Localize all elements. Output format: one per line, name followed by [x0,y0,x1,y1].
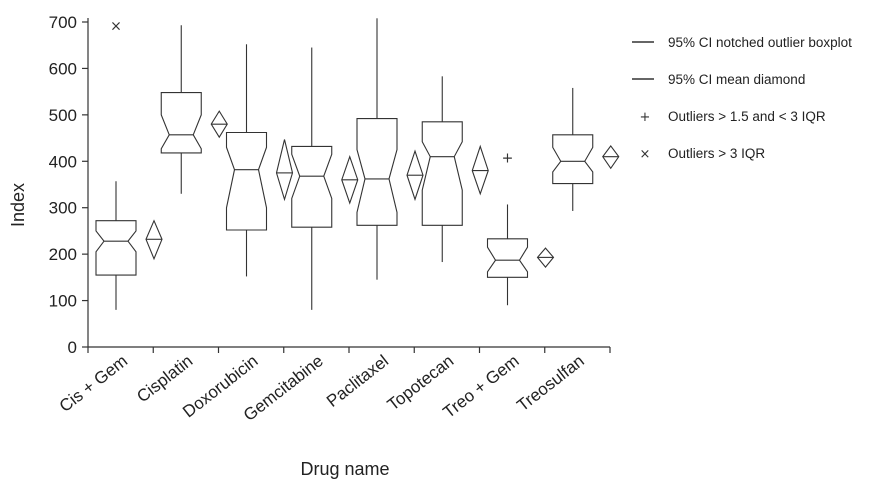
notched-box [160,92,202,154]
box-group [421,76,489,263]
y-tick-label: 600 [49,59,77,78]
x-tick-label: Paclitaxel [323,351,392,411]
x-tick-label: Cis + Gem [56,351,131,416]
notched-box [421,121,463,226]
y-tick-label: 500 [49,106,77,125]
legend-label: 95% CI notched outlier boxplot [668,35,852,50]
x-tick-label: Treosulfan [513,351,587,415]
extreme-outlier-marker: × [110,19,122,35]
notched-box [291,145,333,228]
y-tick-label: 300 [49,199,77,218]
mild-outlier-marker: + [502,151,514,167]
box-group [356,18,424,280]
mean-diamond [275,139,294,202]
notched-box [356,118,398,226]
legend-label: Outliers > 3 IQR [668,146,765,161]
x-tick-label: Cisplatin [133,351,196,406]
legend: 95% CI notched outlier boxplot 95% CI mea… [632,35,852,162]
legend-plus-symbol: + [640,110,651,125]
y-tick-label: 100 [49,292,77,311]
legend-label: 95% CI mean diamond [668,72,805,87]
box-group [291,47,359,310]
x-ticks: Cis + Gem CisplatinDoxorubicinGemcitabine… [56,347,611,425]
box-group: + [486,151,555,306]
legend-cross-symbol: × [640,147,651,162]
y-tick-label: 0 [68,338,77,357]
y-tick-label: 400 [49,152,77,171]
notched-box [225,131,268,231]
y-ticks: 0 100 200 300 400 500 600 700 [49,13,88,357]
box-group [552,87,620,211]
notched-box [486,238,529,278]
box-group [160,25,228,194]
y-axis-title: Index [8,183,28,227]
box-group: × [95,19,163,310]
y-tick-label: 700 [49,13,77,32]
plot-area: ×+ [95,18,620,310]
notched-box [95,220,137,276]
y-tick-label: 200 [49,245,77,264]
x-axis-title: Drug name [300,459,389,479]
box-group [225,44,294,277]
legend-label: Outliers > 1.5 and < 3 IQR [668,109,826,124]
notched-box [552,134,594,185]
